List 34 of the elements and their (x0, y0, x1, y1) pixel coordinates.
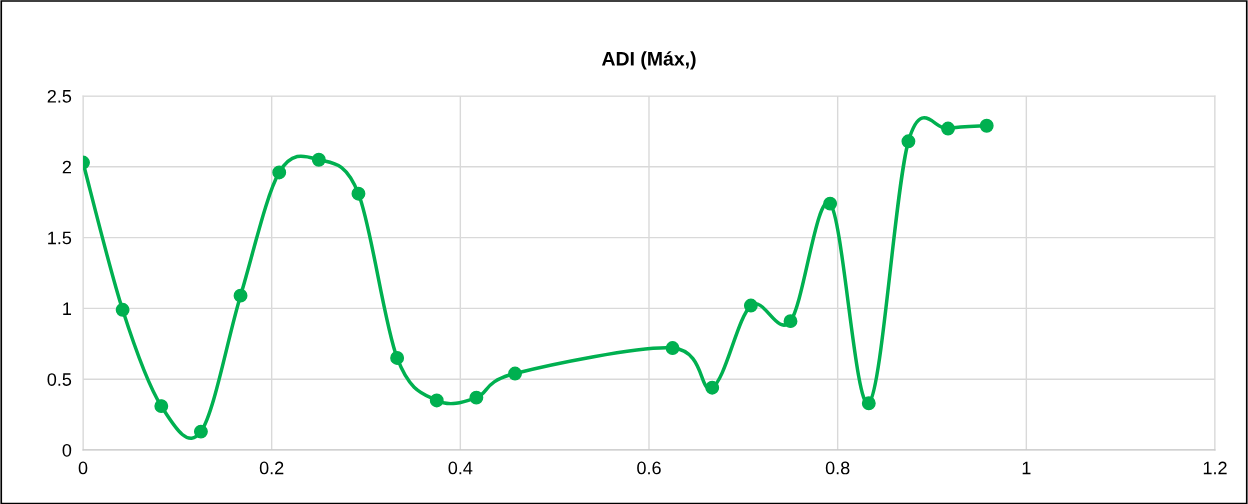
point (351, 186, 366, 201)
point (705, 380, 720, 395)
point (193, 424, 208, 439)
y-tick-label: 0 (62, 443, 72, 457)
y-tick-label: 2 (62, 160, 71, 174)
point (233, 288, 248, 303)
point (272, 165, 287, 180)
point (941, 121, 955, 136)
point (823, 196, 838, 211)
point (861, 396, 876, 411)
point (979, 118, 994, 133)
point (783, 314, 798, 329)
point (665, 341, 680, 355)
x-tick-label: 1 (1022, 461, 1031, 475)
x-tick-label: 0.6 (637, 461, 661, 475)
point (743, 298, 758, 313)
x-tick-label: 1.2 (1203, 461, 1227, 475)
point (154, 399, 169, 414)
x-tick-label: 0 (78, 461, 88, 475)
point (429, 393, 444, 408)
chart-title: ADI (Máx,) (601, 51, 696, 70)
point (311, 152, 326, 167)
y-tick-label: 0.5 (47, 373, 72, 386)
point (508, 366, 522, 381)
x-tick-label: 0.4 (448, 461, 473, 475)
point (469, 390, 484, 405)
point (115, 302, 130, 317)
x-tick-label: 0.2 (259, 461, 284, 475)
x-tick-label: 0.8 (825, 461, 850, 475)
point (390, 351, 405, 365)
y-tick-label: 2.5 (47, 89, 72, 103)
y-tick-label: 1 (63, 302, 72, 315)
y-tick-label: 1.5 (48, 231, 72, 245)
point (901, 134, 916, 149)
